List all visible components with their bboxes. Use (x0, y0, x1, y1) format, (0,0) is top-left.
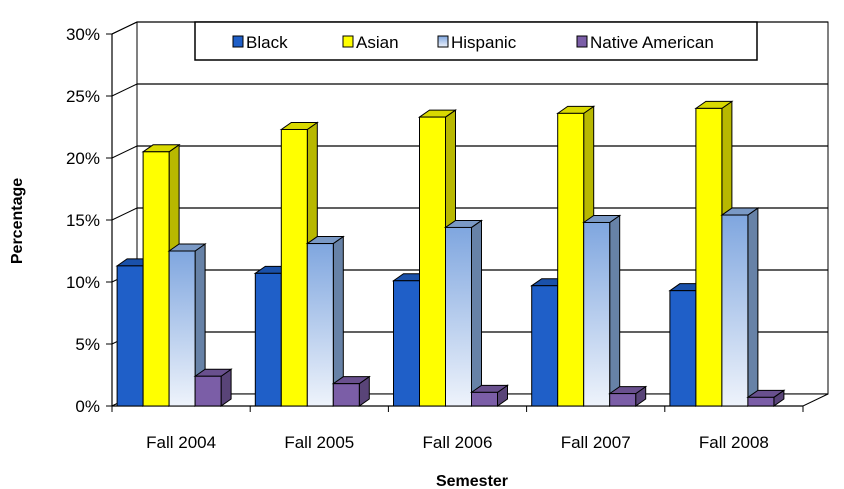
bar-front (557, 112, 585, 407)
bar-front (419, 116, 446, 407)
y-tick-label: 0% (75, 397, 100, 416)
y-tick-label: 20% (66, 149, 100, 168)
wall-top-edge (111, 21, 138, 35)
bar-front (254, 272, 282, 407)
bar-native-american (331, 375, 371, 407)
legend-box (194, 21, 758, 61)
legend-swatch-black (232, 35, 244, 48)
bar-side (747, 207, 759, 407)
y-axis-title: Percentage (9, 178, 26, 264)
bar-front (194, 375, 222, 407)
bar-front (695, 107, 723, 407)
bar-hispanic (720, 207, 760, 407)
bar-hispanic (167, 243, 207, 407)
legend-swatch-native-american (576, 35, 588, 48)
plot-area: 0% 5% 10% 15% 20% 25% 30% Fall 2004 Fall 2005 Fal… (66, 21, 829, 452)
bar-hispanic (305, 235, 345, 407)
legend-label-black: Black (246, 33, 288, 52)
bar-front (583, 221, 611, 407)
bar-native-american (608, 385, 648, 407)
bar-front (168, 250, 196, 407)
legend-label-asian: Asian (356, 33, 399, 52)
bar-front (306, 243, 334, 407)
x-tick-label: Fall 2007 (561, 433, 631, 452)
bar-native-american (469, 384, 510, 407)
x-tick-label: Fall 2006 (423, 433, 493, 452)
bar-front (280, 128, 308, 407)
bar-front (142, 151, 170, 407)
y-tick-label: 5% (75, 335, 100, 354)
legend-swatch-asian (342, 35, 354, 48)
bar-side (609, 214, 621, 407)
gridline-depth (111, 145, 138, 159)
bar-front (393, 280, 420, 407)
y-tick-label: 25% (66, 87, 100, 106)
bar-hispanic (582, 214, 622, 407)
bar-front (669, 290, 697, 407)
bar-front (116, 265, 144, 407)
bar-front (747, 396, 775, 407)
x-tick-label: Fall 2004 (146, 433, 216, 452)
x-axis-title: Semester (436, 473, 508, 489)
legend-label-hispanic: Hispanic (451, 33, 517, 52)
bar-native-american (193, 368, 233, 407)
bar-front (609, 393, 637, 407)
bar-front (721, 214, 749, 407)
x-tick-label: Fall 2008 (699, 433, 769, 452)
bar-side (471, 219, 482, 407)
y-tick-label: 10% (66, 273, 100, 292)
legend: Black Asian Hispanic Native American (194, 21, 758, 61)
bar-native-american (746, 389, 786, 407)
y-tick-label: 15% (66, 211, 100, 230)
bar-front (531, 285, 559, 407)
legend-swatch-hispanic (437, 35, 449, 48)
bar-asian (556, 105, 596, 407)
gridline-depth (111, 83, 138, 97)
bar-front (471, 391, 498, 407)
bar-front (332, 383, 360, 407)
bar-hispanic (443, 219, 484, 407)
gridline-depth (111, 207, 138, 221)
bar-front (445, 226, 472, 407)
x-tick-label: Fall 2005 (284, 433, 354, 452)
legend-label-native-american: Native American (590, 33, 714, 52)
y-tick-label: 30% (66, 25, 100, 44)
